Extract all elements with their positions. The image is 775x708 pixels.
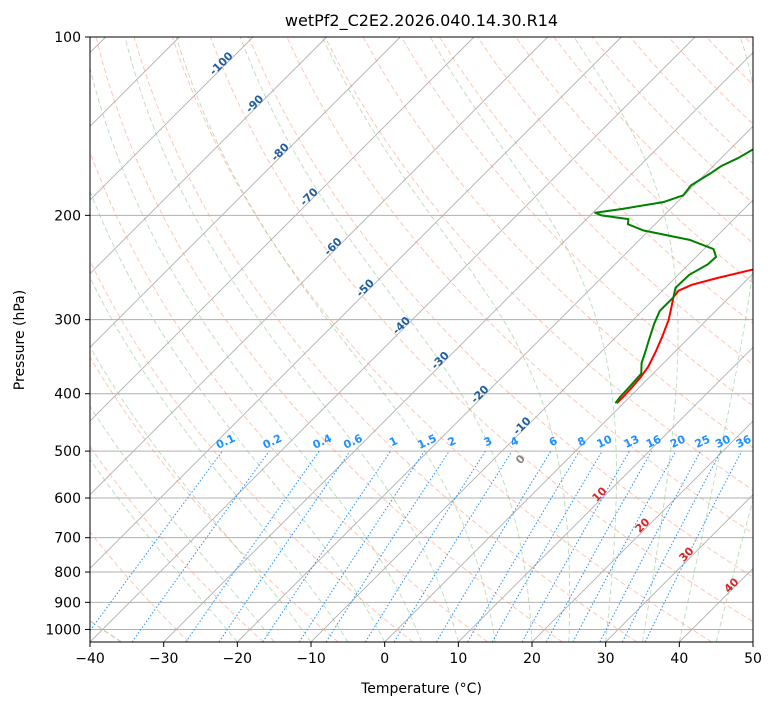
isotherm-line [605,494,753,642]
mixing-ratio-line [364,450,486,642]
x-tick-label: −30 [149,651,179,667]
wet-adiabat-line [90,190,386,642]
dry-adiabat-line [90,259,414,642]
mixing-ratio-line [621,450,722,642]
y-axis-label: Pressure (hPa) [12,290,28,390]
isotherm-line [458,346,753,642]
x-tick-label: 30 [597,651,615,667]
mixing-ratio-line [521,450,630,642]
mixing-ratio-line [131,450,270,642]
y-tick-label: 800 [54,565,81,581]
mixing-ratio-line [545,450,653,642]
mixing-ratio-label: 25 [693,433,712,451]
y-tick-label: 300 [54,313,81,329]
wet-adiabat-line [90,458,238,642]
dry-adiabat-line [324,37,753,491]
dry-adiabat-line [90,150,488,642]
mixing-ratio-line [262,450,392,642]
wet-adiabat-line [573,37,679,642]
x-tick-label: 20 [523,651,541,667]
isotherm-line [384,273,753,642]
x-tick-label: −40 [75,651,105,667]
y-tick-label: 600 [54,491,81,507]
mixing-ratio-line [393,450,513,642]
isotherm-line [90,37,327,275]
isotherm-line [90,37,254,201]
x-tick-label: −20 [223,651,253,667]
mixing-ratio-line [435,450,552,642]
mixing-ratio-line [325,450,450,642]
dry-adiabat-line [90,445,264,642]
dry-adiabat-line [515,37,753,284]
mixing-ratio-label: 10 [595,432,615,450]
x-tick-label: 40 [670,651,688,667]
profile-series-layer [594,148,753,404]
wet-adiabat-line [90,346,312,642]
mixing-ratio-line [218,450,351,642]
wet-adiabat-line [239,37,533,642]
wet-adiabat-line [175,37,496,642]
dry-adiabat-line [90,531,190,642]
dry-adiabat-line [210,37,753,623]
mixing-ratio-line [298,450,425,642]
mixing-ratio-line [90,450,223,632]
mixing-ratio-line [644,450,743,642]
wet-adiabat-line [124,37,459,642]
x-tick-label: 10 [449,651,467,667]
temperature-profile-line [616,268,753,404]
y-tick-label: 700 [54,531,81,547]
axes-layer: −40 −30 −20 −10 0 10 20 30 40 50 100 200 300 400 500 60… [45,30,762,667]
mixing-ratio-line [599,450,701,642]
dry-adiabat-line [248,37,753,578]
dry-adiabat-line [95,37,563,642]
mixing-ratio-label: 16 [644,432,664,450]
wet-adiabat-line [321,37,571,642]
wet-adiabat-line [678,37,753,642]
mixing-ratio-label: 36 [734,432,754,450]
plot-frame [89,36,754,643]
wet-adiabat-line [90,66,422,642]
plot-area [90,37,753,642]
y-tick-label: 1000 [45,622,81,638]
mixing-ratio-label: 20 [668,432,688,450]
isotherm-line [531,420,753,642]
wet-adiabat-line [715,498,753,642]
dry-adiabat-line [400,37,753,407]
chart-title: wetPf2_C2E2.2026.040.14.30.R14 [285,11,558,31]
y-tick-label: 100 [54,30,81,46]
x-axis-label: Temperature (°C) [360,681,482,697]
isotherm-line [90,37,401,348]
x-tick-label: 50 [744,651,762,667]
isotherm-line [90,37,475,422]
isotherm-line [90,37,548,496]
mixing-ratio-line [572,450,677,642]
x-tick-label: −10 [296,651,326,667]
wet-adiabat-line [429,37,617,642]
dry-adiabat-line [133,37,638,642]
x-tick-label: 0 [380,651,389,667]
mixing-ratio-label: 30 [713,432,733,450]
wet-adiabat-line [90,405,275,642]
background-lines-layer [90,37,753,642]
mixing-ratio-label: 13 [622,433,641,451]
mixing-ratio-line [185,450,320,642]
dewpoint-profile-line [594,148,753,404]
dry-adiabat-line [171,37,712,642]
y-tick-label: 400 [54,387,81,403]
isotherm-line [163,52,753,642]
y-tick-label: 200 [54,208,81,224]
isotherm-line [237,125,753,642]
isotherm-line [90,37,622,569]
dry-adiabat-line [90,356,339,642]
wet-adiabat-line [90,276,349,642]
y-tick-label: 500 [54,444,81,460]
dry-adiabat-line [439,37,753,365]
y-tick-label: 900 [54,595,81,611]
